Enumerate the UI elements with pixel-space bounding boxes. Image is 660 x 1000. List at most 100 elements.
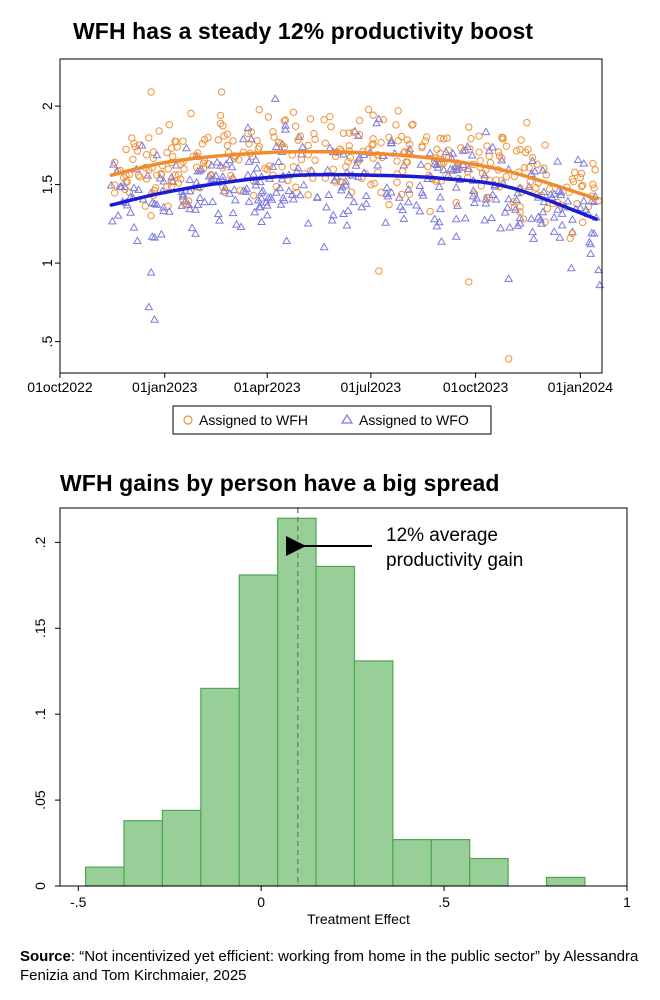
legend-wfo-marker	[340, 413, 354, 424]
wfo-point	[213, 209, 223, 218]
histogram-chart: -.5 0 .5 1 0 .05 .1 .15 .2 Treatment Effect 12% a…	[32, 507, 631, 927]
wfh-point	[129, 155, 137, 164]
wfo-point	[244, 157, 254, 165]
wfo-point	[555, 233, 565, 241]
wfh-point	[483, 142, 491, 150]
wfo-point	[435, 204, 445, 213]
wfo-point	[200, 197, 210, 206]
x-tick-label: 01oct2023	[443, 379, 509, 395]
wfo-fit-line	[109, 172, 599, 221]
wfh-point	[377, 138, 385, 147]
wfo-point	[337, 182, 347, 191]
wfo-point	[324, 190, 334, 198]
x-tick-label: 01oct2022	[27, 379, 93, 395]
wfh-point	[122, 145, 130, 154]
wfh-point	[542, 171, 550, 179]
annotation-line-2: productivity gain	[386, 550, 523, 571]
wfo-point	[344, 190, 354, 199]
wfh-point	[297, 155, 306, 164]
wfo-point	[342, 220, 352, 229]
wfo-point	[275, 183, 285, 192]
wfo-point	[567, 215, 577, 223]
wfo-point	[581, 205, 591, 213]
wfh-point	[320, 116, 328, 124]
wfo-point	[513, 221, 523, 229]
wfh-point	[249, 191, 258, 200]
wfo-point	[361, 191, 371, 200]
wfo-point	[349, 197, 359, 206]
wfh-point	[394, 137, 402, 145]
wfh-point	[346, 153, 355, 162]
wfo-point	[351, 160, 361, 169]
wfo-point	[341, 176, 351, 185]
legend: Assigned to WFH Assigned to WFO	[172, 405, 492, 435]
wfo-point	[262, 200, 272, 209]
wfo-point	[185, 186, 195, 195]
wfh-point	[223, 130, 232, 138]
wfo-point	[107, 216, 117, 225]
wfh-point	[421, 137, 430, 145]
wfo-point	[563, 196, 573, 205]
histogram-bar	[123, 820, 164, 887]
wfo-point	[159, 206, 169, 215]
wfh-point	[236, 187, 244, 195]
wfh-point	[142, 175, 151, 183]
wfh-fit-line	[109, 149, 599, 201]
wfh-point	[165, 120, 174, 129]
wfh-point	[294, 136, 302, 144]
wfo-point	[480, 170, 490, 179]
wfo-point	[528, 227, 538, 236]
wfo-point	[298, 142, 308, 151]
wfh-point	[369, 111, 377, 119]
wfh-point	[327, 123, 335, 131]
wfh-point	[394, 107, 402, 115]
wfo-point	[129, 183, 139, 192]
histogram-bar	[238, 574, 279, 887]
wfo-point	[504, 274, 514, 282]
wfo-point	[250, 207, 260, 216]
wfo-point	[167, 172, 177, 181]
y-tick-label: 1	[39, 259, 55, 267]
wfh-point	[181, 201, 189, 209]
wfo-point	[488, 190, 498, 198]
wfo-point	[214, 215, 224, 224]
wfo-point	[500, 207, 510, 216]
wfh-point	[289, 163, 298, 171]
wfh-point	[570, 168, 579, 177]
wfo-point	[126, 208, 136, 216]
wfo-point	[178, 191, 188, 200]
wfh-point	[147, 88, 155, 96]
wfh-point	[219, 164, 227, 172]
wfo-point	[181, 143, 191, 152]
wfh-point	[498, 154, 506, 162]
wfo-point	[109, 159, 118, 168]
wfo-point	[496, 223, 506, 232]
wfo-point	[415, 206, 425, 215]
x-tick-label-2: -.5	[70, 894, 87, 910]
wfh-point	[485, 152, 493, 160]
histogram-bar	[315, 565, 356, 887]
wfh-point	[355, 116, 364, 125]
wfh-point	[457, 144, 465, 152]
wfh-point	[408, 121, 416, 129]
wfo-point	[177, 201, 187, 209]
wfh-point	[397, 190, 406, 199]
wfh-point	[216, 119, 225, 128]
wfh-point	[470, 190, 479, 198]
wfo-point	[537, 219, 547, 227]
wfh-point	[452, 199, 460, 207]
wfo-point	[434, 182, 444, 190]
wfh-point	[504, 355, 513, 363]
wfh-point	[355, 131, 364, 139]
wfo-point	[533, 212, 543, 221]
wfh-point	[141, 202, 150, 210]
wfh-point	[367, 180, 375, 189]
wfh-point	[311, 156, 319, 164]
wfh-point	[418, 142, 426, 150]
wfh-point	[467, 134, 475, 143]
wfh-point	[304, 141, 312, 150]
wfo-point	[515, 218, 525, 227]
wfh-point	[245, 140, 253, 148]
wfh-point	[405, 190, 414, 198]
wfh-point	[465, 278, 473, 286]
